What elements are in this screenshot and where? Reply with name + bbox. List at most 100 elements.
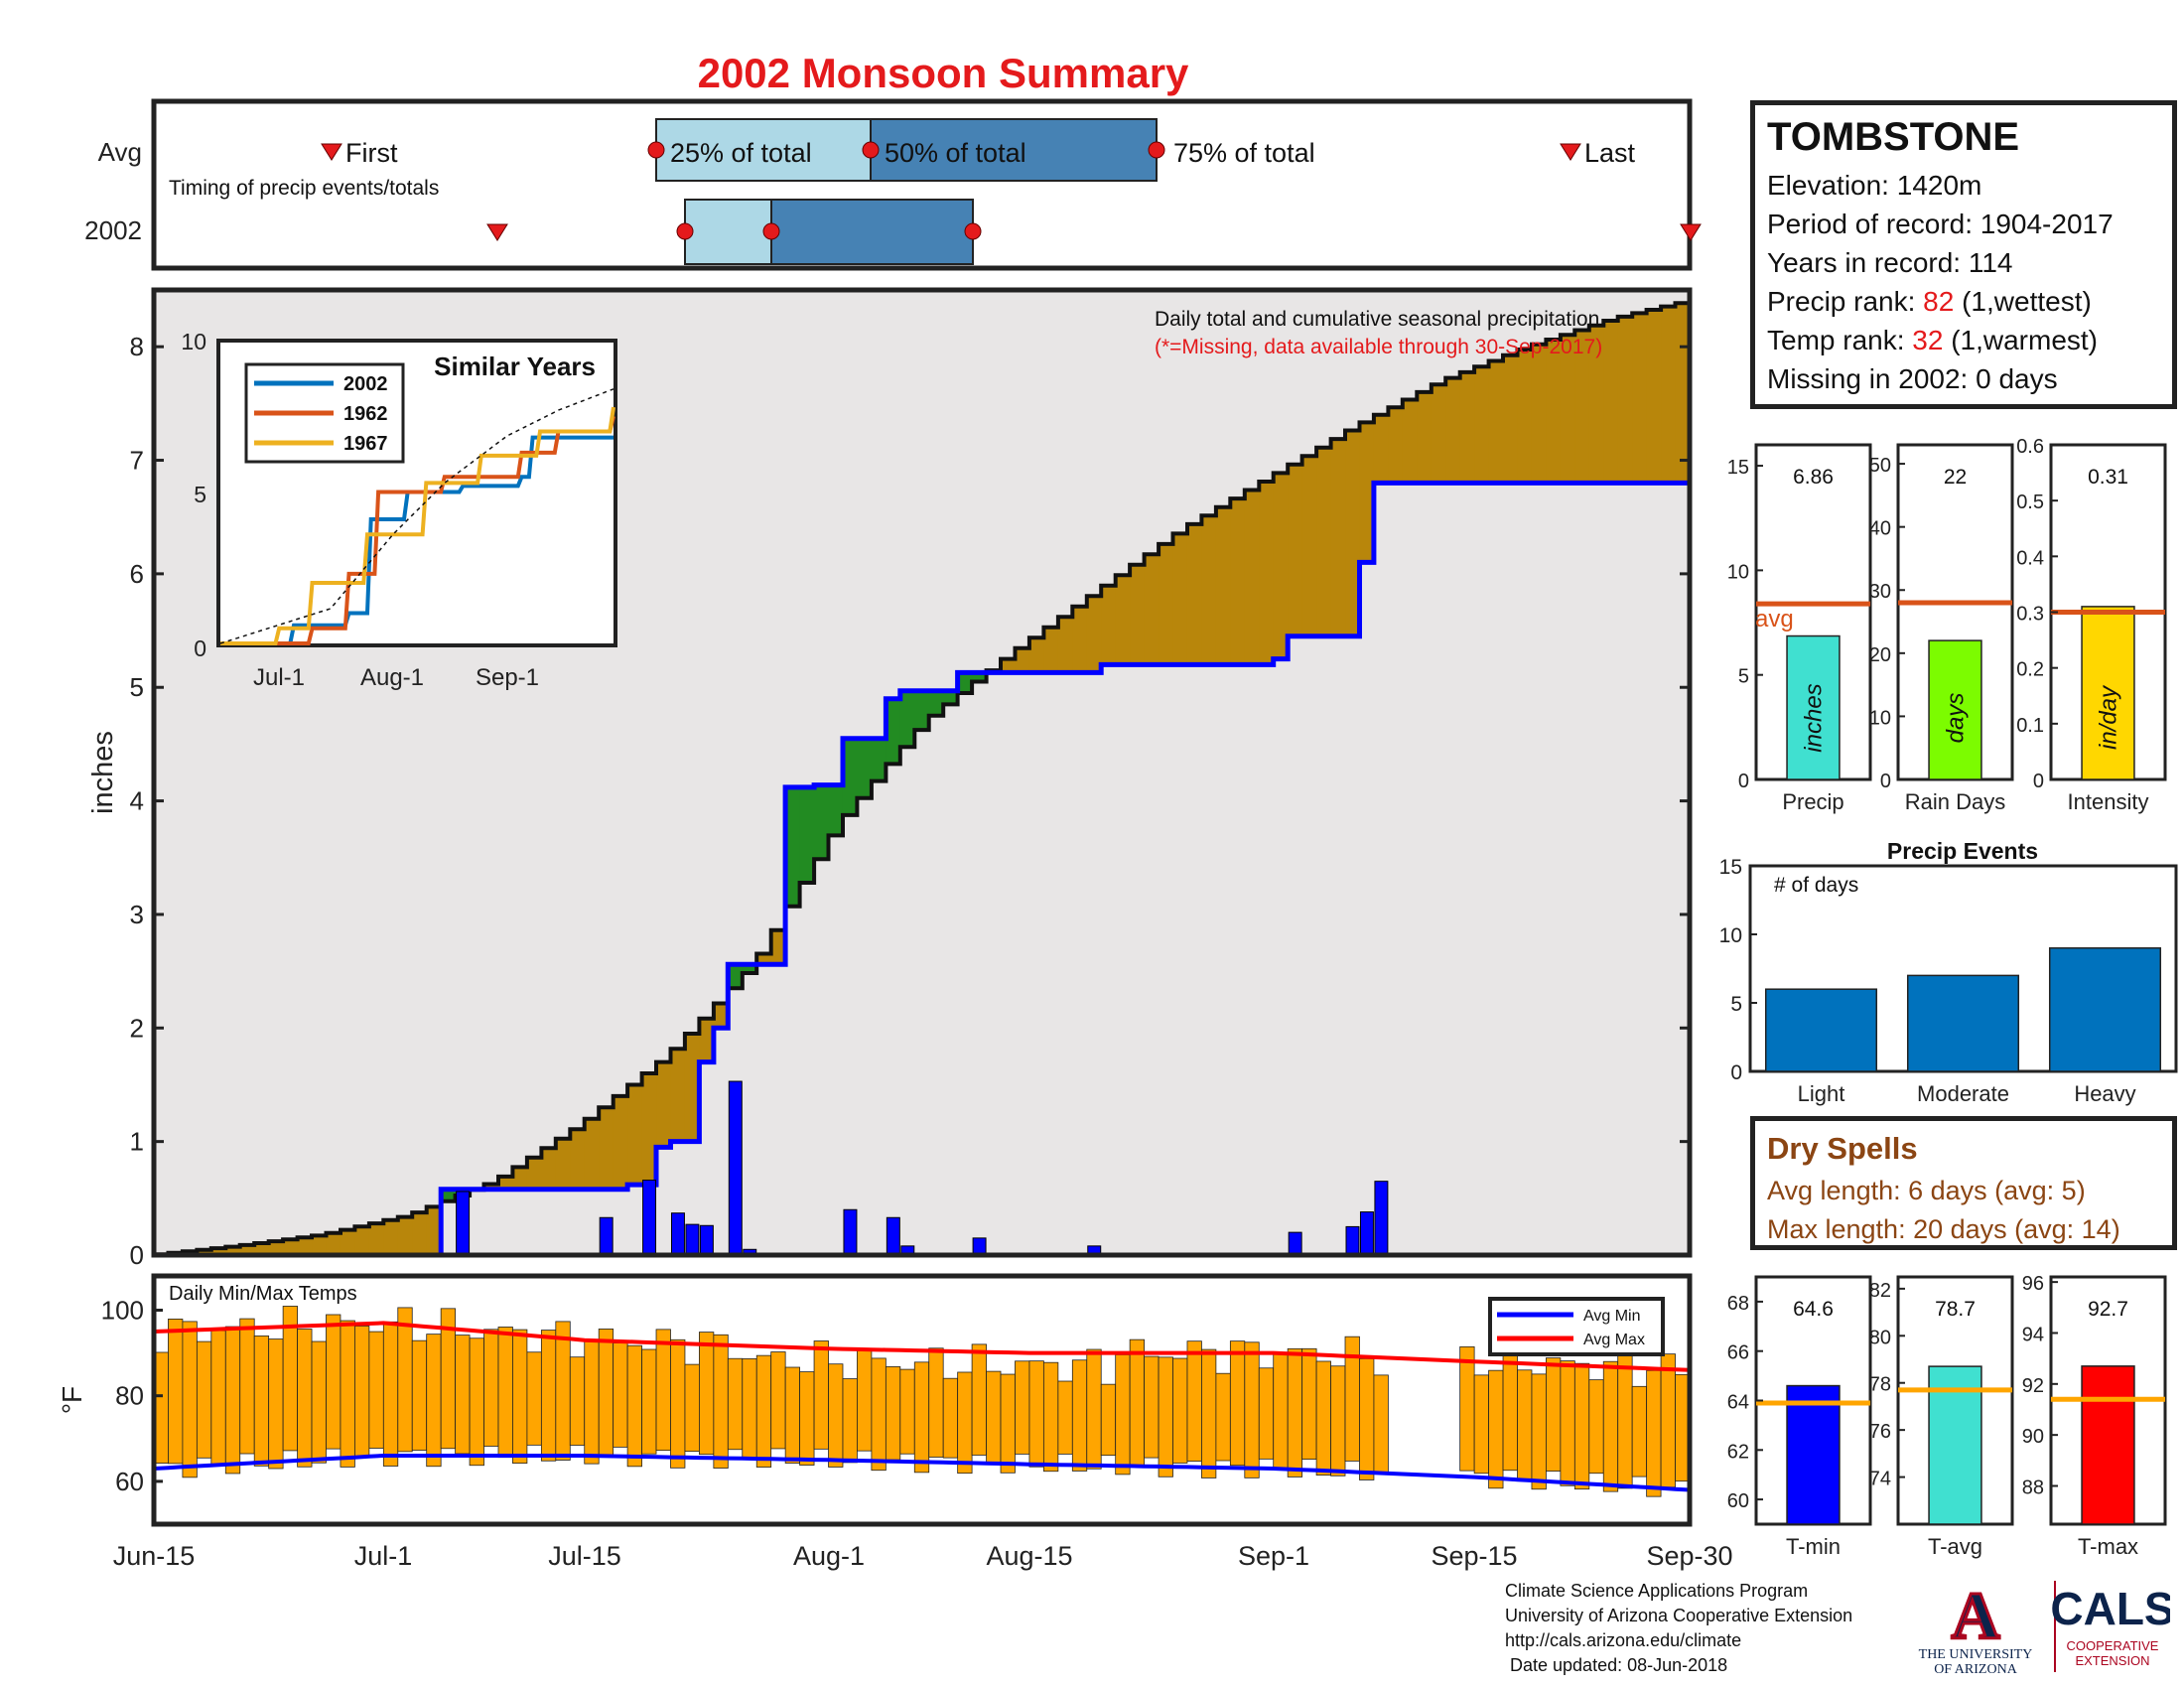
daily-temp-bar: [1631, 1385, 1648, 1477]
y2002-75pct-marker: [964, 222, 982, 240]
temp-legend-min: Avg Min: [1583, 1308, 1641, 1325]
stat-tick-label: 20: [1869, 644, 1891, 666]
below-avg-fill: [1115, 575, 1131, 665]
daily-temp-bar: [871, 1357, 887, 1472]
station-temp-rank: Temp rank: 32 (1,warmest): [1767, 323, 2172, 357]
xtick-jul1: Jul-1: [354, 1541, 413, 1571]
avg-last-marker: [1560, 143, 1581, 161]
main-ytick-label: 6: [130, 559, 144, 589]
stat-xlabel: T-max: [2078, 1534, 2138, 1559]
stat-bar: [1928, 1365, 1982, 1525]
daily-temp-bar: [1287, 1347, 1303, 1477]
below-avg-fill: [297, 1237, 313, 1255]
below-avg-fill: [656, 1061, 672, 1148]
above-avg-fill: [728, 964, 744, 989]
below-avg-fill: [570, 1129, 586, 1190]
daily-temp-bar: [497, 1327, 513, 1459]
below-avg-fill: [1330, 439, 1346, 636]
stat-tick-label: 96: [2022, 1273, 2044, 1295]
stat-tick-label: 90: [2022, 1426, 2044, 1448]
below-avg-fill: [641, 1073, 657, 1186]
daily-precip-bar: [972, 1237, 987, 1256]
temp-layer: [153, 1306, 1691, 1497]
daily-temp-bar: [755, 1354, 772, 1468]
footer-line2: University of Arizona Cooperative Extens…: [1505, 1606, 1853, 1625]
below-avg-fill: [412, 1212, 428, 1255]
daily-temp-bar: [1186, 1340, 1202, 1462]
temp-rank-suffix: (1,warmest): [1943, 325, 2099, 355]
precip-events-tick-label: 5: [1730, 993, 1742, 1016]
stat-tick-label: 0: [1880, 771, 1891, 792]
below-avg-fill: [584, 1118, 600, 1190]
daily-temp-bar: [1172, 1357, 1188, 1464]
y2002-25pct-marker: [676, 222, 694, 240]
daily-temp-bar: [1100, 1383, 1117, 1457]
main-ytick-label: 3: [130, 900, 144, 929]
precip-events-tick-label: 15: [1719, 856, 1742, 879]
below-avg-fill: [497, 1176, 514, 1190]
daily-temp-bar: [1144, 1355, 1160, 1459]
daily-temp-bar: [857, 1349, 873, 1452]
precip-rank-value: 82: [1923, 286, 1955, 317]
precip-events-bar: [2048, 947, 2162, 1072]
below-avg-fill: [1159, 543, 1174, 665]
stat-tick-label: 78: [1869, 1374, 1891, 1396]
above-avg-fill: [799, 786, 815, 884]
temp-rank-prefix: Temp rank:: [1767, 325, 1913, 355]
above-avg-fill: [871, 738, 887, 781]
stat-tick-label: 50: [1869, 455, 1891, 477]
below-avg-fill: [670, 1049, 686, 1142]
daily-temp-bar: [426, 1334, 442, 1468]
daily-temp-bar: [268, 1338, 284, 1470]
below-avg-fill: [1517, 350, 1533, 484]
daily-temp-bar: [670, 1338, 686, 1469]
timing-row-2002: 2002: [84, 215, 142, 245]
daily-temp-bar: [196, 1340, 212, 1459]
stat-tick-label: 76: [1869, 1421, 1891, 1443]
below-avg-fill: [1661, 306, 1677, 484]
station-years: Years in record: 114: [1767, 247, 2013, 278]
below-avg-fill: [1086, 596, 1102, 673]
daily-temp-bar: [1071, 1359, 1088, 1472]
stat-tick-label: 62: [1727, 1441, 1749, 1463]
inset-xtick-aug: Aug-1: [360, 664, 424, 691]
stat-bar: [1786, 1384, 1841, 1525]
above-avg-fill: [857, 738, 873, 798]
daily-temp-bar: [569, 1356, 586, 1446]
daily-temp-bar: [526, 1351, 542, 1446]
inset-ytick-0: 0: [194, 635, 206, 661]
below-avg-fill: [1316, 447, 1332, 636]
cals-text: CALS: [2051, 1583, 2170, 1634]
stat-value-label: 78.7: [1935, 1298, 1976, 1321]
daily-temp-bar: [411, 1339, 428, 1451]
below-avg-fill: [1388, 407, 1404, 484]
below-avg-fill: [1632, 313, 1648, 484]
stat-tick-label: 0.4: [2016, 547, 2044, 569]
below-avg-fill: [756, 953, 772, 965]
daily-temp-bar: [1646, 1369, 1662, 1497]
stat-bar-panels: 6.86 Precip inches 0 5 10 15 22 Rain Days days 0 10…: [1727, 436, 2167, 814]
below-avg-fill: [1230, 498, 1246, 665]
daily-temp-bar: [483, 1329, 499, 1447]
below-avg-fill: [1288, 464, 1303, 636]
daily-temp-bar: [1560, 1360, 1575, 1486]
main-ytick-label: 4: [130, 786, 144, 816]
daily-temp-bar: [1373, 1374, 1389, 1475]
main-plot-border: [151, 287, 1693, 1258]
inset-title: Similar Years: [434, 352, 596, 381]
main-x-axis: Jun-15 Jul-1 Jul-15 Aug-1 Aug-15 Sep-1 S…: [113, 1541, 1733, 1571]
daily-temp-bar: [1531, 1373, 1547, 1490]
temp-ytick-label: 80: [115, 1381, 144, 1411]
station-name: TOMBSTONE: [1767, 115, 2020, 159]
stat-bar: [1786, 634, 1841, 780]
above-avg-fill: [828, 784, 844, 836]
below-avg-fill: [326, 1232, 341, 1255]
daily-temp-bar: [1115, 1353, 1131, 1476]
daily-temp-bar: [727, 1357, 744, 1451]
xtick-jul15: Jul-15: [548, 1541, 621, 1571]
daily-temp-bar: [699, 1332, 715, 1456]
below-avg-fill: [1144, 554, 1160, 665]
daily-temp-bar: [555, 1321, 571, 1461]
avg-50pct-label: 50% of total: [885, 138, 1026, 168]
y2002-first-marker: [486, 223, 508, 241]
